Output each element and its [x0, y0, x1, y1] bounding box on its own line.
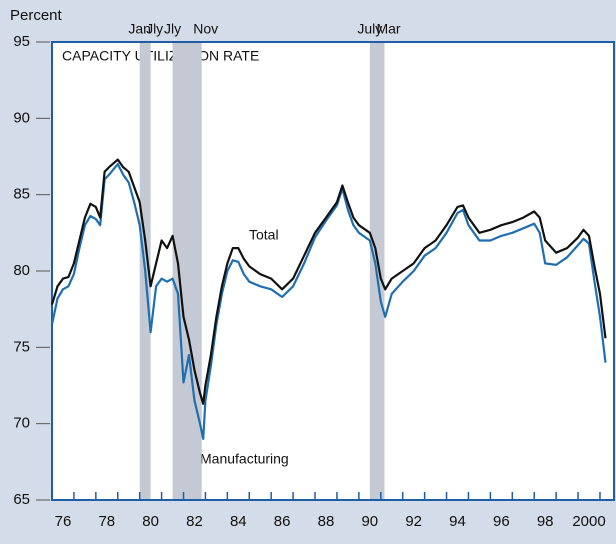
- annotation: Total: [249, 227, 279, 243]
- recession-label: Mar: [376, 21, 400, 37]
- x-tick-label: 90: [361, 513, 378, 530]
- x-tick-label: 76: [55, 513, 72, 530]
- series-line: [50, 158, 607, 405]
- x-tick-label: 2000: [572, 513, 605, 530]
- y-tick-label: 75: [13, 338, 30, 355]
- x-tick-label: 78: [98, 513, 115, 530]
- x-tick-label: 98: [537, 513, 554, 530]
- y-tick-label: 95: [13, 33, 30, 50]
- y-tick-label: 90: [13, 109, 30, 126]
- y-tick-label: 85: [13, 186, 30, 203]
- recession-band: [172, 43, 202, 499]
- y-tick-label: 70: [13, 415, 30, 432]
- recession-label: Jan: [128, 21, 151, 37]
- x-tick-label: 94: [449, 513, 466, 530]
- plot-area: [51, 41, 615, 501]
- recession-label: Nov: [193, 21, 218, 37]
- x-tick-label: 88: [318, 513, 335, 530]
- x-tick-label: 84: [230, 513, 247, 530]
- x-tick-label: 80: [142, 513, 159, 530]
- x-tick-label: 86: [274, 513, 291, 530]
- y-axis-label: Percent: [10, 7, 63, 24]
- x-tick-label: 82: [186, 513, 203, 530]
- y-tick-label: 80: [13, 262, 30, 279]
- chart-title: CAPACITY UTILIZATION RATE: [62, 48, 259, 64]
- recession-label: July: [357, 21, 382, 37]
- recession-label: Jly: [164, 21, 181, 37]
- annotation: Manufacturing: [200, 451, 289, 467]
- y-tick-label: 65: [13, 491, 30, 508]
- series-line: [50, 163, 607, 440]
- x-tick-label: 92: [405, 513, 422, 530]
- recession-label: Jly: [146, 21, 163, 37]
- x-tick-label: 96: [493, 513, 510, 530]
